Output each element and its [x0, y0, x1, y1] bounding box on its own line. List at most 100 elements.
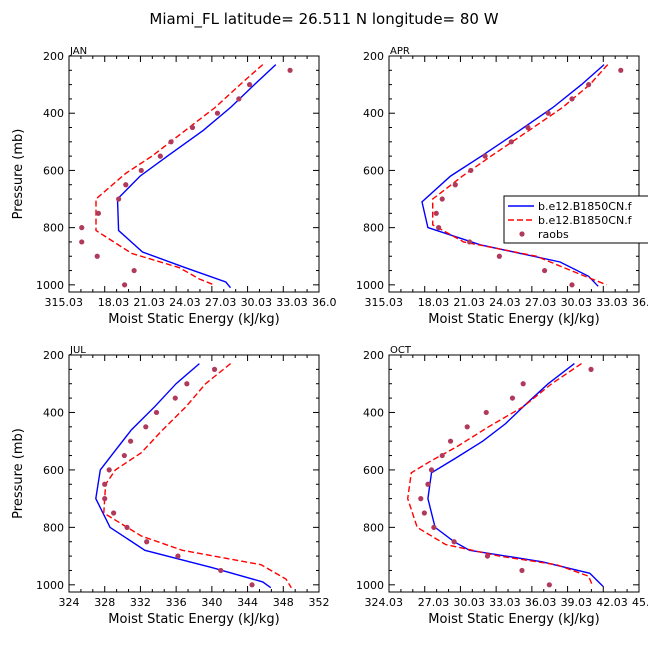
raobs-point — [211, 366, 218, 372]
x-tick-label: 30.03 — [453, 596, 485, 609]
raobs-point — [541, 267, 548, 274]
y-tick-label: 600 — [43, 464, 64, 477]
raobs-point — [172, 395, 178, 401]
y-tick-label: 1000 — [356, 579, 384, 592]
raobs-point — [189, 124, 196, 131]
x-tick-label: 324 — [59, 596, 80, 609]
y-tick-label: 400 — [363, 406, 384, 419]
raobs-point — [508, 139, 514, 145]
raobs-point — [546, 582, 552, 588]
raobs-point — [428, 467, 435, 473]
raobs-point — [519, 567, 525, 574]
x-tick-label: 33.03 — [276, 296, 308, 309]
y-axis-label: Pressure (mb) — [11, 129, 26, 220]
y-tick-label: 800 — [363, 222, 384, 235]
plot-frame — [68, 55, 320, 293]
x-axis-label: Moist Static Energy (kJ/kg) — [108, 312, 279, 327]
plot-area — [406, 363, 604, 588]
y-tick-label: 200 — [43, 349, 64, 362]
raobs-point — [439, 452, 445, 459]
raobs-point — [249, 582, 255, 588]
raobs-point — [79, 225, 85, 231]
raobs-point — [79, 239, 85, 245]
raobs-point — [447, 438, 454, 444]
x-tick-label: 336 — [166, 596, 187, 609]
model1-line — [116, 64, 277, 289]
raobs-point — [482, 153, 488, 159]
raobs-point — [525, 124, 531, 131]
raobs-point — [586, 82, 592, 88]
raobs-point — [184, 381, 190, 387]
raobs-point — [111, 510, 117, 516]
raobs-point — [418, 496, 424, 502]
model2-line — [103, 363, 292, 589]
x-tick-label: 315.03 — [365, 296, 404, 309]
raobs-point — [451, 539, 457, 545]
x-tick-label: 21.03 — [453, 296, 485, 309]
raobs-point — [138, 167, 144, 174]
panel-title: OCT — [390, 345, 412, 356]
x-tick-label: 36.03 — [525, 596, 557, 609]
x-tick-label: 332 — [130, 596, 151, 609]
x-tick-label: 328 — [94, 596, 115, 609]
x-tick-label: 39.03 — [561, 596, 593, 609]
raobs-point — [214, 110, 221, 116]
raobs-point — [287, 67, 293, 73]
y-tick-label: 400 — [43, 406, 64, 419]
legend-dot — [519, 231, 525, 237]
raobs-point — [496, 253, 502, 259]
raobs-point — [509, 395, 516, 401]
raobs-point — [236, 96, 242, 102]
raobs-point — [545, 110, 551, 116]
x-tick-label: 18.03 — [418, 296, 450, 309]
plot-area — [79, 64, 293, 289]
y-tick-label: 600 — [363, 164, 384, 177]
y-tick-label: 1000 — [36, 579, 64, 592]
raobs-point — [484, 553, 491, 559]
y-tick-label: 800 — [43, 521, 64, 534]
panel-jan: JAN 200 400 600 800 1000 315.03 18.03 21.03 24.03… — [11, 46, 337, 327]
y-tick-label: 800 — [363, 521, 384, 534]
y-tick-label: 600 — [363, 464, 384, 477]
x-tick-label: 340 — [201, 596, 222, 609]
raobs-point — [569, 282, 575, 288]
raobs-point — [218, 567, 224, 574]
panel-title: APR — [390, 46, 410, 57]
y-tick-label: 200 — [43, 50, 64, 63]
x-tick-label: 27.03 — [525, 296, 557, 309]
raobs-point — [588, 366, 594, 372]
x-tick-label: 33.03 — [489, 596, 520, 609]
x-axis-label: Moist Static Energy (kJ/kg) — [108, 612, 279, 627]
raobs-point — [143, 424, 149, 430]
y-tick-label: 200 — [363, 349, 384, 362]
raobs-point — [168, 139, 174, 145]
plot-area — [421, 64, 624, 288]
y-tick-label: 600 — [43, 164, 64, 177]
x-axis-label: Moist Static Energy (kJ/kg) — [428, 312, 599, 327]
raobs-point — [157, 153, 163, 159]
x-tick-label: 36.0 — [632, 296, 648, 309]
x-tick-label: 42.03 — [596, 596, 628, 609]
panel-jul: JUL 200 400 600 800 1000 324 328 332 336 340 344 348… — [11, 345, 330, 627]
model2-line — [432, 64, 609, 286]
y-tick-label: 800 — [43, 222, 64, 235]
x-tick-label: 30.03 — [561, 296, 593, 309]
raobs-point — [431, 524, 437, 530]
raobs-point — [425, 481, 431, 487]
raobs-point — [128, 438, 134, 444]
raobs-point — [439, 196, 445, 202]
x-tick-label: 27.03 — [418, 596, 450, 609]
x-tick-label: 18.03 — [98, 296, 130, 309]
raobs-point — [116, 196, 122, 202]
x-tick-label: 352 — [309, 596, 330, 609]
panel-apr: APR 200 400 600 800 1000 315.03 18.03 21.03 24.03… — [356, 46, 648, 327]
plot-frame — [68, 354, 320, 593]
x-tick-label: 324.03 — [365, 596, 404, 609]
panel-title: JUL — [69, 345, 86, 356]
raobs-point — [102, 481, 108, 487]
plot-frame — [388, 55, 640, 293]
y-tick-label: 400 — [43, 107, 64, 120]
panel-title: JAN — [69, 46, 87, 57]
raobs-point — [144, 539, 150, 545]
